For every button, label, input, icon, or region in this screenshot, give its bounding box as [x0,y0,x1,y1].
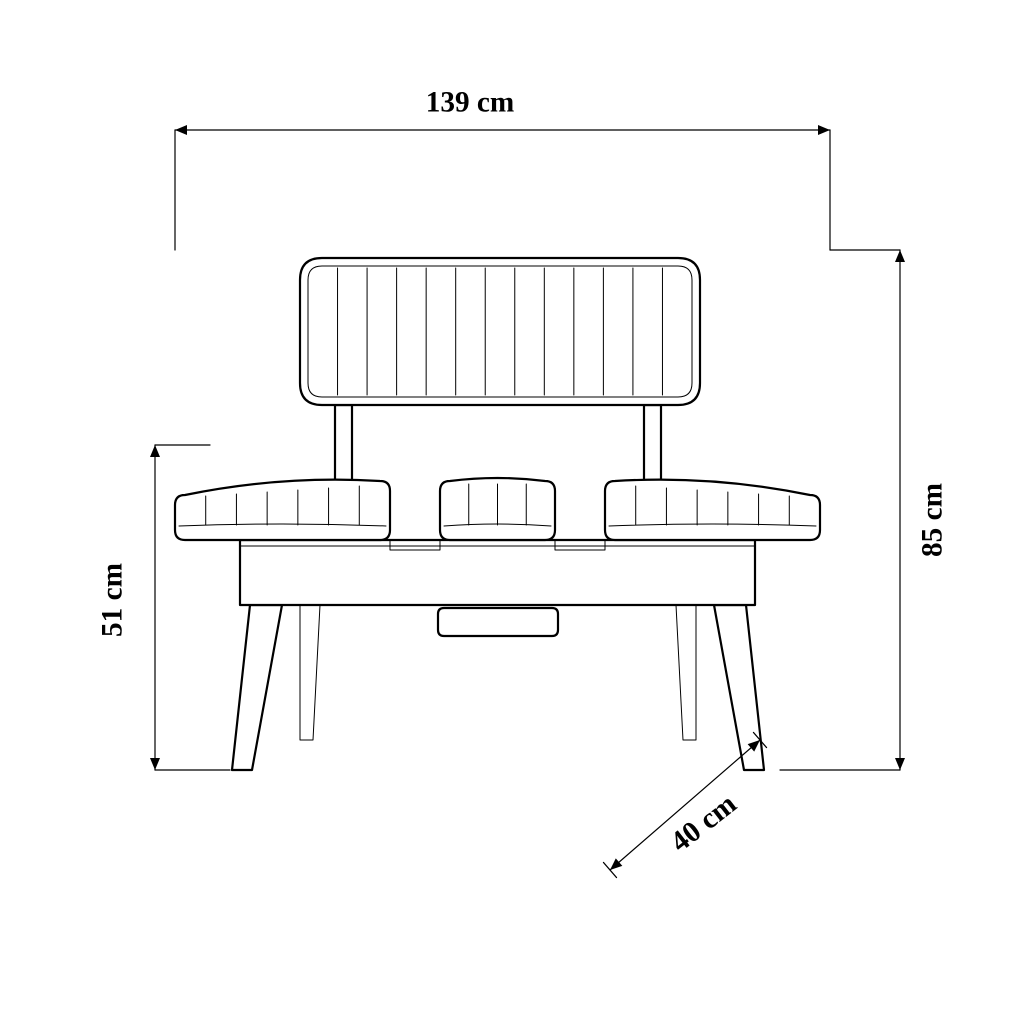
dim-width-label: 139 cm [426,87,515,119]
dim-seat-height-label: 51 cm [97,563,129,637]
dim-height-label: 85 cm [917,483,949,557]
bench-outline [175,258,820,770]
dim-depth-label: 40 cm [665,788,743,859]
bench-dimension-diagram: 139 cm 85 cm 51 cm 40 cm [0,0,1025,1024]
